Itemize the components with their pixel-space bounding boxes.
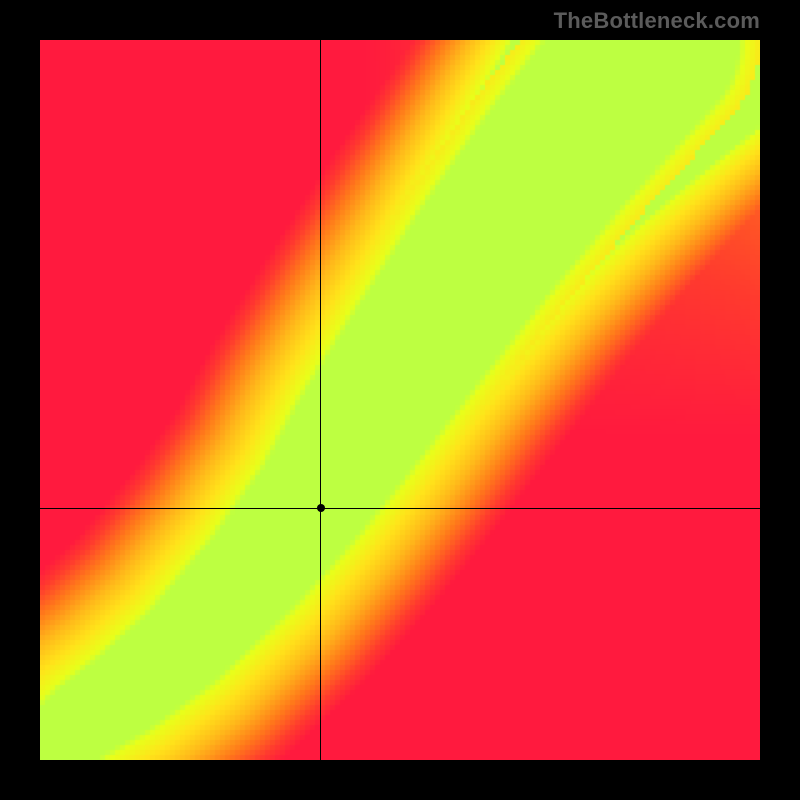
chart-container: TheBottleneck.com [0, 0, 800, 800]
crosshair-marker-dot [317, 504, 325, 512]
watermark-text: TheBottleneck.com [554, 8, 760, 34]
heatmap-plot-area [40, 40, 760, 760]
crosshair-vertical [320, 40, 321, 760]
heatmap-canvas [40, 40, 760, 760]
crosshair-horizontal [40, 508, 760, 509]
